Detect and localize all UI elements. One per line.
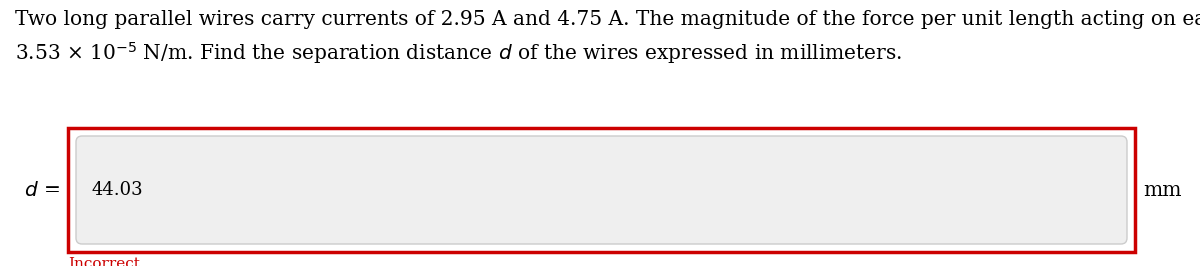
Text: 44.03: 44.03 bbox=[91, 181, 143, 199]
Text: $d$ =: $d$ = bbox=[24, 181, 60, 200]
Text: Two long parallel wires carry currents of 2.95 A and 4.75 A. The magnitude of th: Two long parallel wires carry currents o… bbox=[14, 10, 1200, 29]
Text: mm: mm bbox=[1142, 181, 1182, 200]
Text: 3.53 × 10$^{-5}$ N/m. Find the separation distance $d$ of the wires expressed in: 3.53 × 10$^{-5}$ N/m. Find the separatio… bbox=[14, 40, 902, 66]
Text: Incorrect: Incorrect bbox=[68, 257, 140, 266]
FancyBboxPatch shape bbox=[68, 128, 1135, 252]
FancyBboxPatch shape bbox=[76, 136, 1127, 244]
